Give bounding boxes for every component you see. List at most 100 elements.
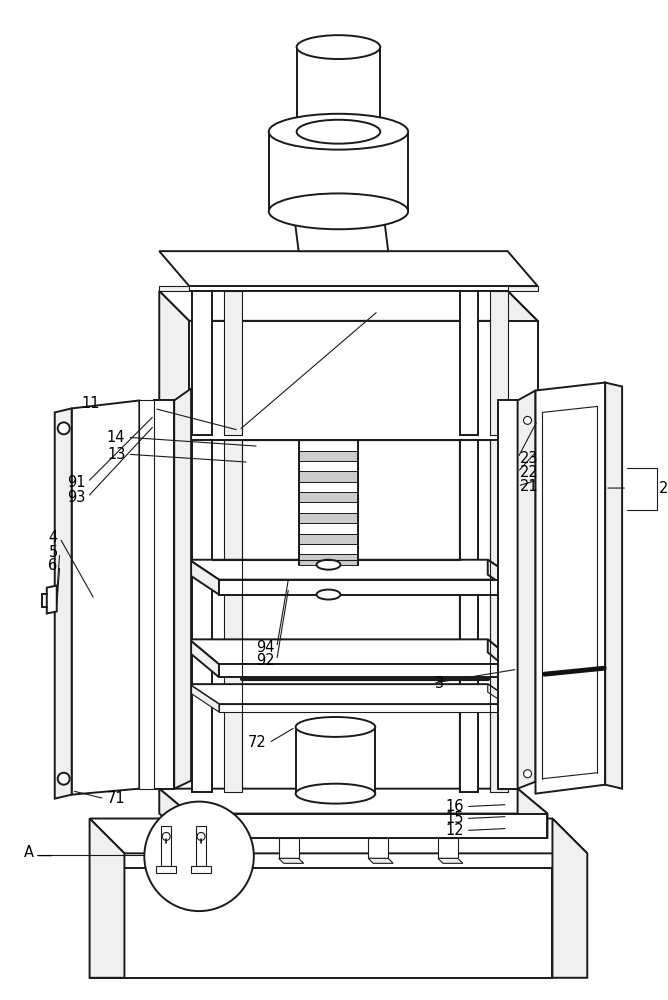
Text: 5: 5 [49,545,57,560]
Polygon shape [196,826,206,866]
Polygon shape [299,523,358,534]
Circle shape [57,773,69,785]
Polygon shape [189,814,548,838]
Polygon shape [159,789,548,814]
Polygon shape [269,132,408,211]
Circle shape [57,422,69,434]
Polygon shape [224,435,242,792]
Polygon shape [219,580,518,595]
Polygon shape [191,866,211,873]
Polygon shape [47,586,57,613]
Circle shape [197,832,205,840]
Polygon shape [140,400,154,789]
Polygon shape [488,639,518,677]
Polygon shape [279,838,299,858]
Polygon shape [156,866,176,873]
Text: 14: 14 [107,430,126,445]
Text: 11: 11 [81,396,100,411]
Polygon shape [299,482,358,492]
Polygon shape [508,286,538,291]
Polygon shape [159,286,189,291]
Polygon shape [219,664,518,677]
Polygon shape [488,560,518,595]
Polygon shape [219,704,518,712]
Polygon shape [299,534,358,544]
Polygon shape [189,684,518,704]
Polygon shape [368,858,393,863]
Polygon shape [192,291,212,435]
Circle shape [524,416,532,424]
Circle shape [524,770,532,778]
Polygon shape [317,565,341,595]
Text: 71: 71 [106,791,125,806]
Polygon shape [518,391,536,789]
Polygon shape [518,789,548,838]
Text: 2: 2 [659,481,668,496]
Polygon shape [55,408,71,799]
Text: A: A [24,845,34,860]
Polygon shape [189,321,538,440]
Polygon shape [299,544,358,554]
Polygon shape [536,383,605,794]
Text: 91: 91 [67,475,86,490]
Polygon shape [90,819,587,853]
Ellipse shape [317,590,341,600]
Polygon shape [490,435,508,792]
Polygon shape [368,838,388,858]
Polygon shape [224,291,242,435]
Polygon shape [460,435,478,792]
Text: 15: 15 [446,811,464,826]
Ellipse shape [317,560,341,570]
Polygon shape [552,819,587,978]
Polygon shape [508,291,538,440]
Polygon shape [605,383,622,789]
Polygon shape [299,502,358,513]
Text: 12: 12 [446,823,464,838]
Polygon shape [488,684,518,712]
Text: 6: 6 [49,558,57,573]
Polygon shape [297,47,380,132]
Ellipse shape [296,717,375,737]
Circle shape [162,832,170,840]
Polygon shape [154,400,174,789]
Ellipse shape [297,120,380,144]
Text: 72: 72 [248,735,267,750]
Polygon shape [174,389,191,789]
Text: 92: 92 [256,653,275,668]
Polygon shape [299,471,358,482]
Polygon shape [498,400,518,789]
Polygon shape [161,826,171,866]
Polygon shape [189,639,518,664]
Ellipse shape [269,193,408,229]
Text: 16: 16 [446,799,464,814]
Polygon shape [438,838,458,858]
Polygon shape [159,291,538,321]
Text: 93: 93 [67,490,86,505]
Polygon shape [189,560,219,595]
Text: 4: 4 [49,530,57,545]
Polygon shape [90,868,552,978]
Polygon shape [296,727,375,794]
Circle shape [144,802,254,911]
Polygon shape [159,291,189,440]
Polygon shape [438,858,463,863]
Polygon shape [189,560,518,580]
Polygon shape [209,858,234,863]
Ellipse shape [269,114,408,150]
Text: 22: 22 [520,465,538,480]
Polygon shape [299,440,358,451]
Polygon shape [90,819,124,978]
Polygon shape [299,461,358,471]
Text: 21: 21 [520,479,538,494]
Polygon shape [294,211,388,251]
Text: 13: 13 [107,447,126,462]
Polygon shape [192,435,212,792]
Polygon shape [71,400,140,795]
Polygon shape [189,639,219,677]
Polygon shape [279,858,303,863]
Polygon shape [159,251,538,286]
Text: 23: 23 [520,451,538,466]
Polygon shape [460,291,478,435]
Polygon shape [490,291,508,435]
Text: —: — [37,848,51,863]
